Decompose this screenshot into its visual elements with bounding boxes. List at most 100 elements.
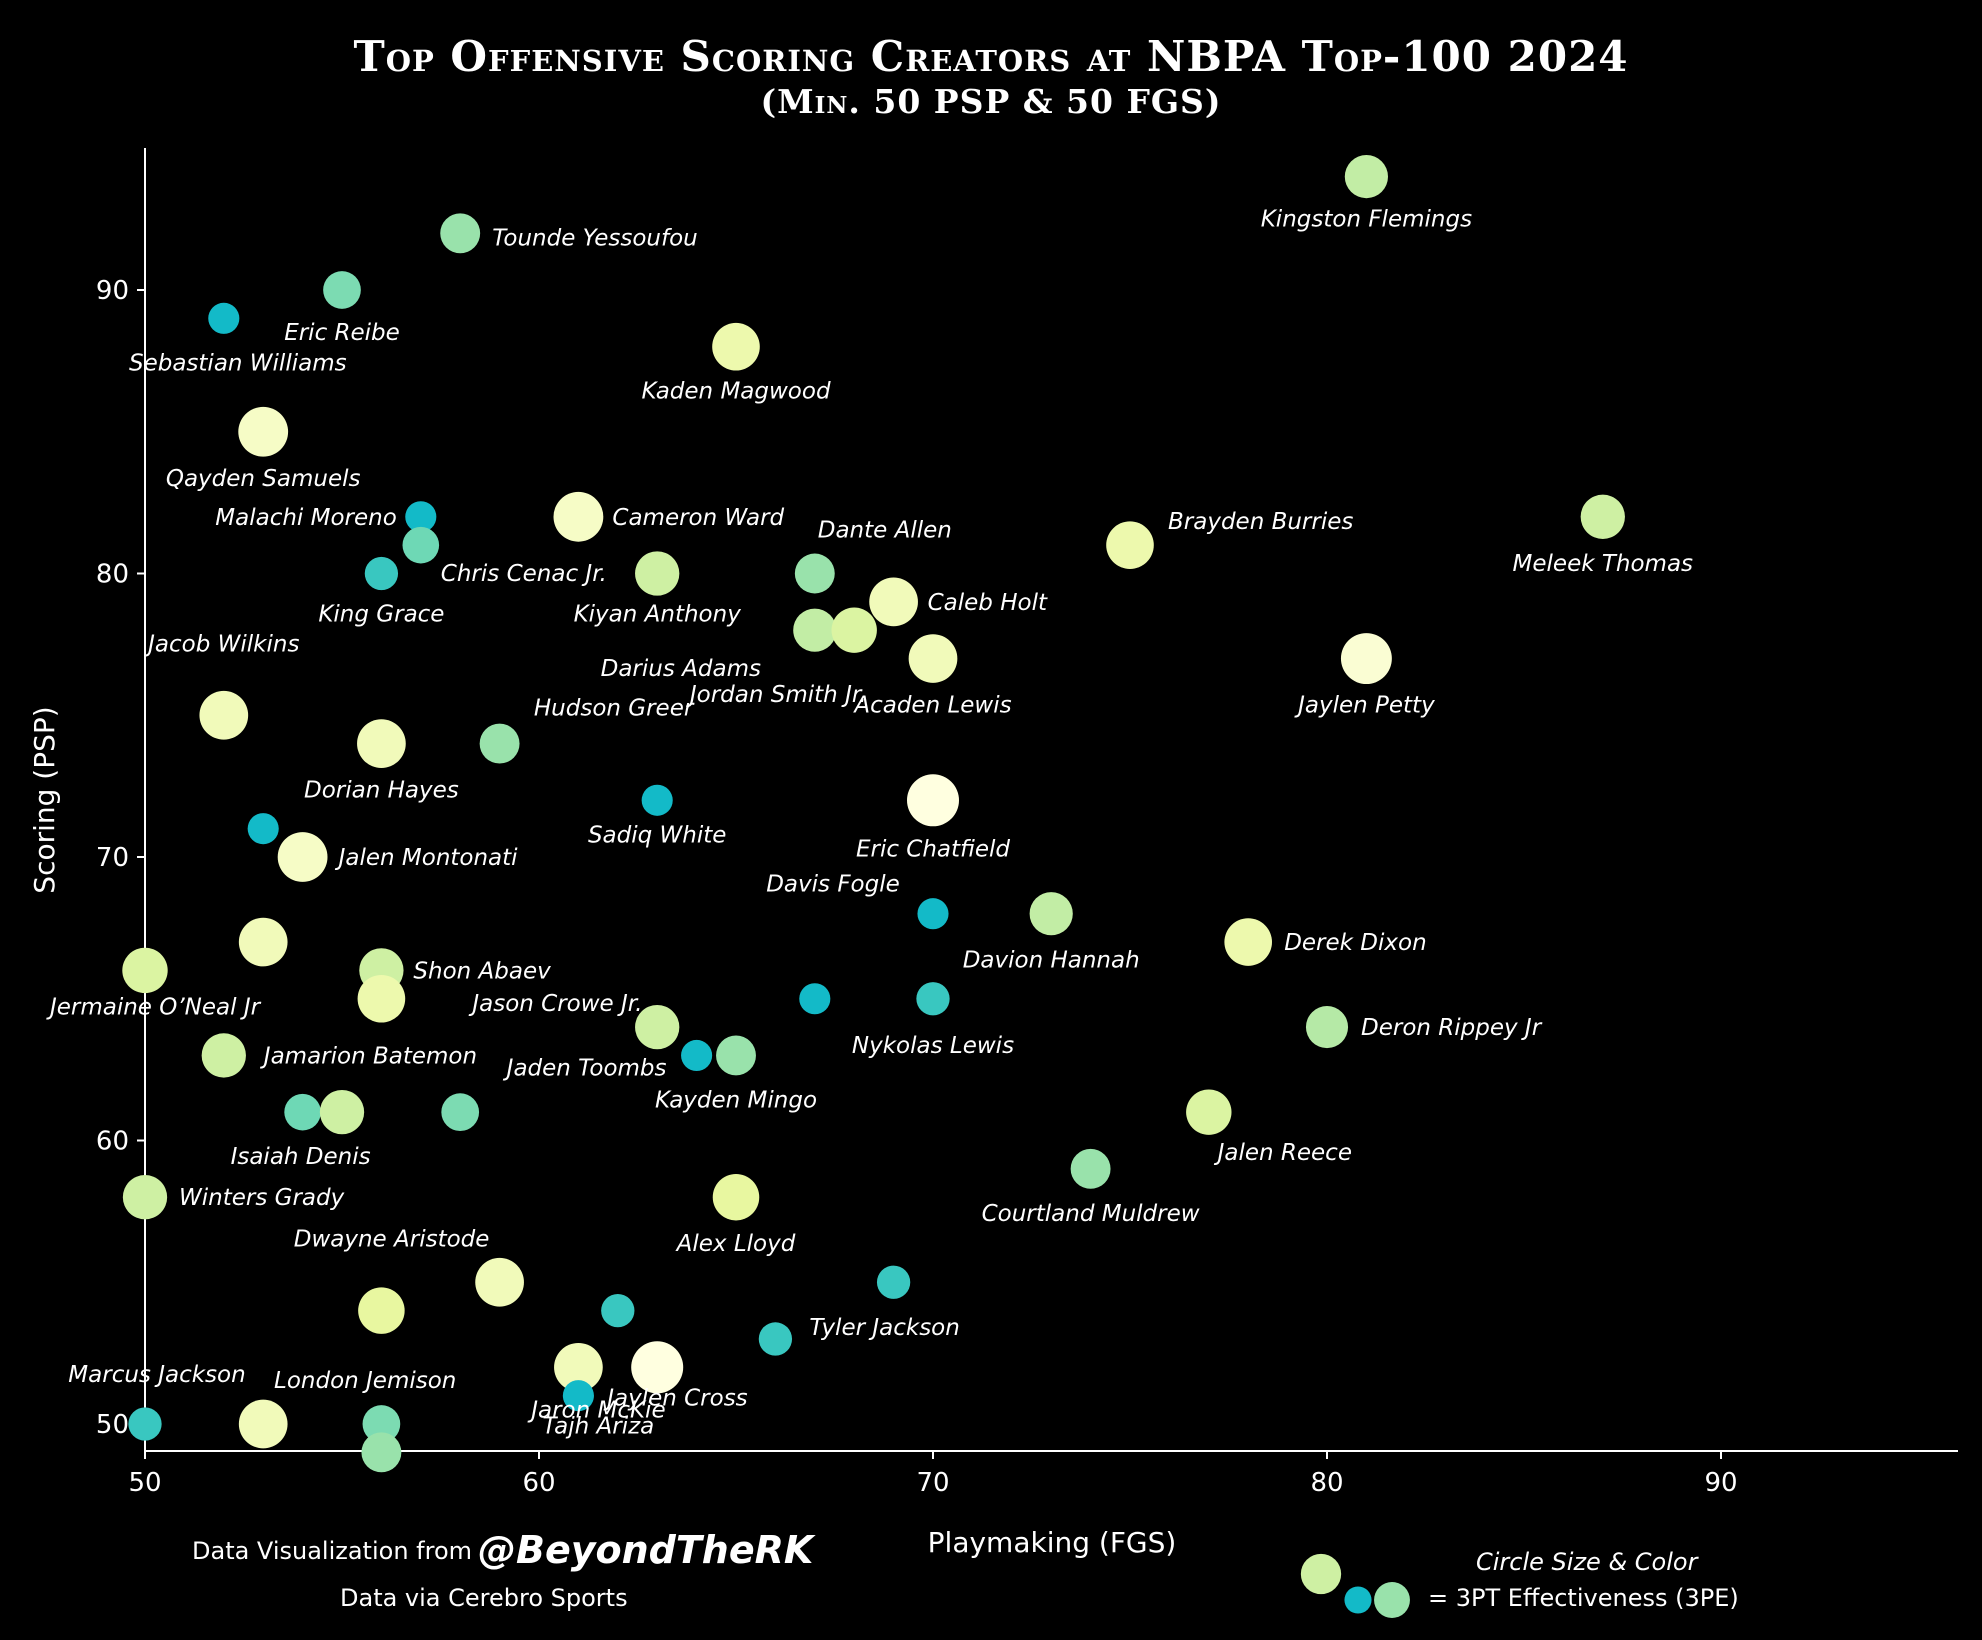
player-point[interactable] <box>1106 521 1154 569</box>
x-tick-label: 90 <box>1704 1468 1737 1498</box>
player-label: Caleb Holt <box>928 590 1048 616</box>
player-point[interactable] <box>716 1035 756 1076</box>
player-point[interactable] <box>1305 1006 1349 1049</box>
player-point[interactable] <box>361 1432 402 1473</box>
credit-handle: @BeyondTheRK <box>478 1528 814 1572</box>
player-point[interactable] <box>405 501 437 533</box>
player-point[interactable] <box>794 553 835 594</box>
player-point[interactable] <box>362 1405 401 1443</box>
player-label: Tounde Yessoufou <box>492 225 698 251</box>
player-point[interactable] <box>681 1039 713 1071</box>
player-point[interactable] <box>908 634 958 683</box>
player-point[interactable] <box>562 1380 594 1412</box>
player-label: Kayden Mingo <box>655 1087 817 1113</box>
x-tick-label: 70 <box>916 1468 949 1498</box>
player-point[interactable] <box>128 1407 162 1441</box>
player-point[interactable] <box>357 719 406 768</box>
player-point[interactable] <box>475 1257 524 1307</box>
player-point[interactable] <box>917 898 949 930</box>
player-label: Qayden Samuels <box>166 466 361 492</box>
player-point[interactable] <box>238 406 289 457</box>
player-point[interactable] <box>201 1033 246 1078</box>
player-point[interactable] <box>319 1090 365 1135</box>
player-point[interactable] <box>247 813 279 845</box>
x-axis-label: Playmaking (FGS) <box>928 1526 1177 1559</box>
player-point[interactable] <box>284 1093 321 1131</box>
player-point[interactable] <box>122 947 168 994</box>
player-point[interactable] <box>635 551 680 596</box>
player-label: Jalen Montonati <box>335 845 519 871</box>
player-label: Darius Adams <box>601 656 761 682</box>
player-label: Eric Chatfield <box>856 836 1010 862</box>
player-label: Jason Crowe Jr. <box>468 991 642 1017</box>
player-label: Kingston Flemings <box>1261 207 1472 233</box>
player-point[interactable] <box>479 723 520 764</box>
player-point[interactable] <box>1580 494 1625 539</box>
player-point[interactable] <box>1340 633 1392 684</box>
player-point[interactable] <box>208 302 240 334</box>
player-point[interactable] <box>631 1341 684 1394</box>
y-tick-label: 70 <box>96 843 129 873</box>
player-point[interactable] <box>712 1173 760 1221</box>
player-point[interactable] <box>554 1342 603 1392</box>
player-label: Tyler Jackson <box>809 1315 959 1341</box>
player-point[interactable] <box>1344 155 1388 199</box>
player-point[interactable] <box>358 1287 405 1334</box>
player-point[interactable] <box>831 607 877 653</box>
player-point[interactable] <box>635 1004 680 1050</box>
player-label: Winters Grady <box>179 1185 345 1211</box>
player-label: Chris Cenac Jr. <box>441 561 607 587</box>
player-label: Jaden Toombs <box>503 1055 667 1081</box>
player-label: Sebastian Williams <box>129 350 347 376</box>
player-label: Cameron Ward <box>612 505 784 531</box>
player-point[interactable] <box>758 1322 793 1356</box>
player-label: Jaylen Cross <box>603 1385 747 1411</box>
player-label: Dwayne Aristode <box>294 1226 490 1252</box>
player-point[interactable] <box>364 556 399 591</box>
player-label: Jamarion Batemon <box>260 1043 477 1069</box>
player-label: Jermaine O’Neal Jr <box>46 994 262 1020</box>
player-point[interactable] <box>1029 892 1073 936</box>
player-point[interactable] <box>1070 1148 1111 1189</box>
player-point[interactable] <box>799 983 831 1015</box>
axes: 50 60 70 80 90 50 60 70 80 90 Playmaking (FGS) Scor… <box>28 148 1958 1559</box>
player-point[interactable] <box>869 577 918 627</box>
y-tick-label: 50 <box>96 1410 129 1440</box>
x-tick-label: 80 <box>1310 1468 1343 1498</box>
player-label: Deron Rippey Jr <box>1361 1015 1543 1041</box>
player-point[interactable] <box>916 982 950 1016</box>
y-tick-label: 60 <box>96 1127 129 1157</box>
player-label: Isaiah Denis <box>231 1144 371 1170</box>
player-point[interactable] <box>712 322 760 371</box>
player-point[interactable] <box>199 690 249 740</box>
y-tick-label: 90 <box>96 276 129 306</box>
player-point[interactable] <box>277 832 328 882</box>
player-label: Jaron McKie <box>527 1397 665 1423</box>
player-point[interactable] <box>876 1265 911 1299</box>
player-point[interactable] <box>553 491 604 542</box>
player-label: Malachi Moreno <box>215 505 397 531</box>
player-label: Jalen Reece <box>1214 1140 1352 1166</box>
player-point[interactable] <box>440 213 481 254</box>
player-point[interactable] <box>238 1399 288 1449</box>
player-point[interactable] <box>441 1093 480 1131</box>
player-point[interactable] <box>402 526 440 564</box>
player-point[interactable] <box>793 608 837 652</box>
player-label: Eric Reibe <box>284 320 400 346</box>
player-point[interactable] <box>1224 918 1272 966</box>
player-point[interactable] <box>641 784 673 816</box>
player-point[interactable] <box>1186 1089 1232 1135</box>
legend-marks <box>1300 1553 1410 1618</box>
player-label: Courtland Muldrew <box>982 1201 1200 1227</box>
player-label: Derek Dixon <box>1284 930 1426 956</box>
player-label: Acaden Lewis <box>852 693 1011 719</box>
legend-text: = 3PT Effectiveness (3PE) <box>1428 1584 1739 1612</box>
player-point[interactable] <box>907 774 959 827</box>
player-label: Marcus Jackson <box>68 1362 245 1388</box>
player-point[interactable] <box>357 974 406 1023</box>
player-point[interactable] <box>122 1175 168 1220</box>
player-point[interactable] <box>238 917 288 967</box>
player-point[interactable] <box>323 271 361 309</box>
player-point[interactable] <box>601 1293 635 1328</box>
